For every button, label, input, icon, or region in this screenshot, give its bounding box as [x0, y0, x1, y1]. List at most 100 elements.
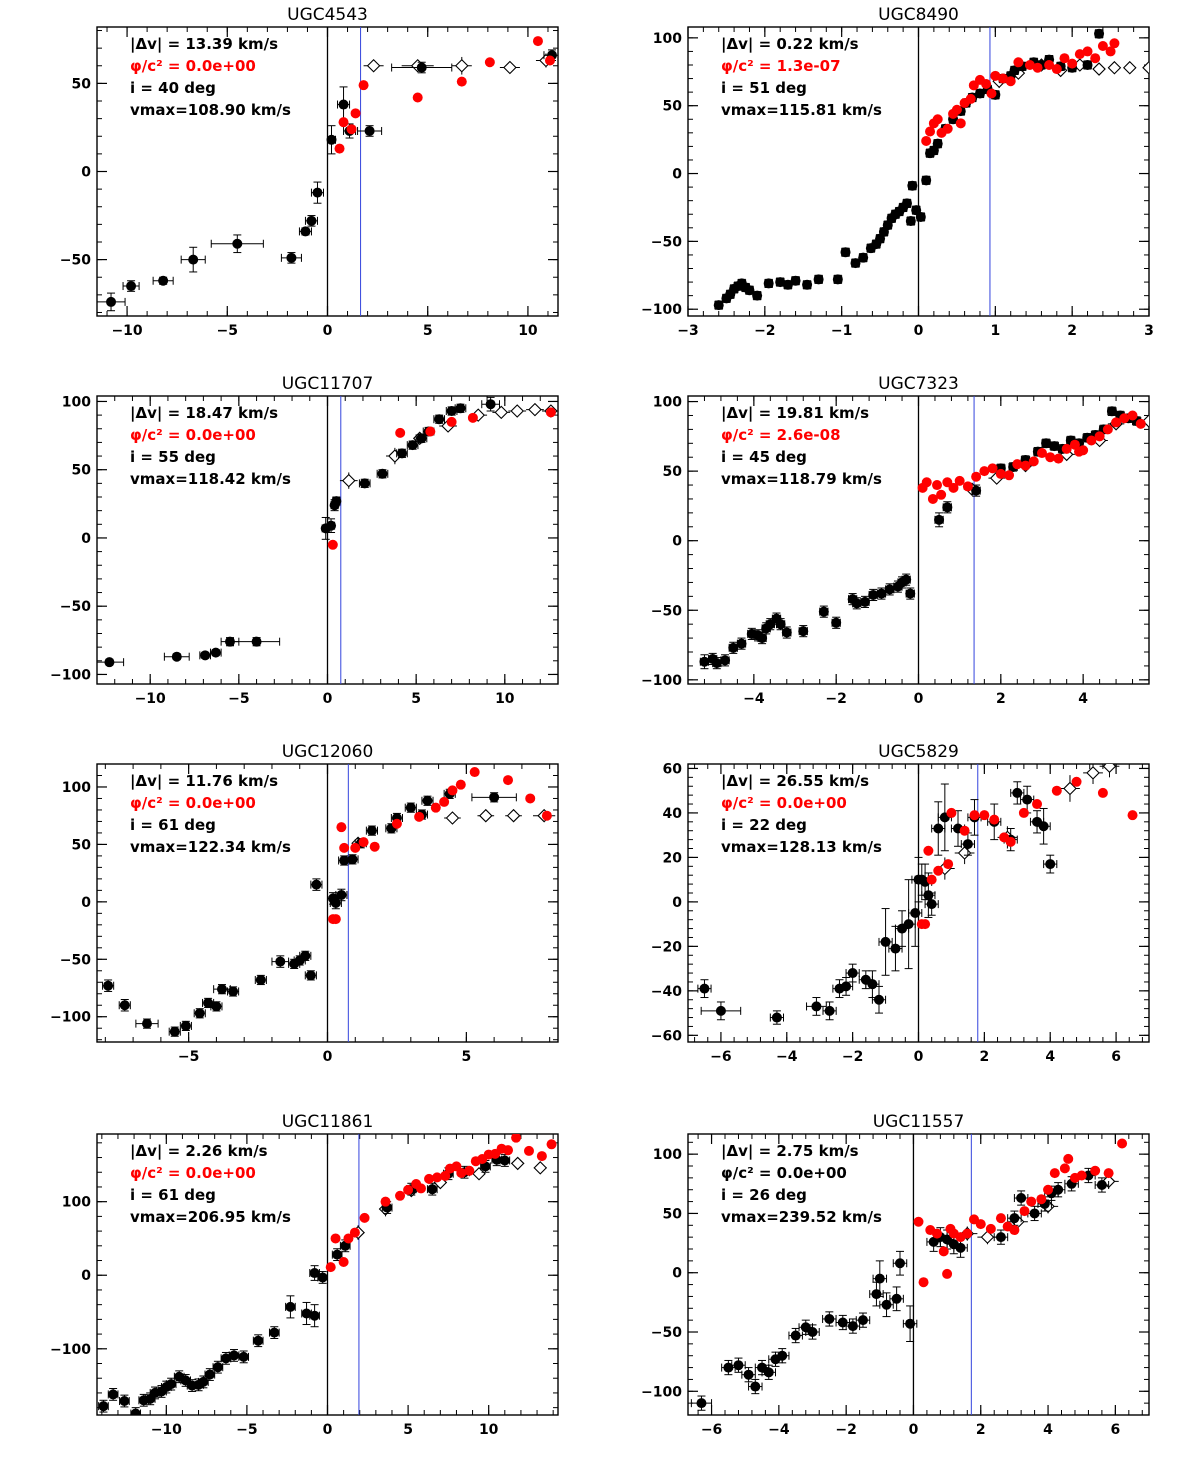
black-point — [894, 1258, 905, 1269]
black-point — [841, 981, 852, 992]
y-tick-label: −50 — [651, 603, 682, 619]
black-point — [915, 211, 926, 222]
black-point — [777, 1350, 788, 1361]
red-point — [415, 1183, 426, 1194]
red-point — [456, 76, 467, 87]
red-point — [979, 466, 990, 477]
x-tick-label: 4 — [1045, 1049, 1055, 1065]
red-point — [1026, 1196, 1037, 1207]
red-point — [1103, 1168, 1114, 1179]
black-point — [275, 956, 286, 967]
open-diamond-point — [528, 402, 542, 417]
black-point — [238, 1351, 249, 1362]
panel-title: UGC4543 — [287, 5, 368, 25]
black-point — [416, 62, 427, 73]
red-point — [339, 842, 350, 853]
y-tick-label: 50 — [72, 76, 92, 92]
black-point — [309, 1310, 320, 1321]
black-point — [1096, 1179, 1107, 1190]
red-point — [1082, 46, 1093, 57]
red-point — [467, 412, 478, 423]
x-tick-label: 10 — [518, 323, 538, 339]
y-tick-label: 100 — [62, 1195, 91, 1211]
data-marks — [690, 1138, 1128, 1411]
black-point — [720, 655, 731, 666]
black-point — [736, 638, 747, 649]
y-tick-label: 0 — [672, 534, 682, 550]
black-point — [874, 1273, 885, 1284]
x-tick-label: 0 — [909, 1422, 919, 1438]
red-point — [932, 480, 943, 491]
x-tick-label: 10 — [479, 1422, 499, 1438]
red-point — [346, 124, 357, 135]
black-point — [934, 514, 945, 525]
red-point — [932, 1228, 943, 1239]
red-point — [942, 123, 953, 134]
annotation-delta-v: |Δv| = 18.47 km/s — [130, 404, 278, 423]
red-point — [962, 481, 973, 492]
black-point — [905, 1318, 916, 1329]
black-point — [211, 1001, 222, 1012]
red-point — [933, 865, 944, 876]
red-point — [358, 80, 369, 91]
red-point — [979, 810, 990, 821]
red-point — [349, 1227, 360, 1238]
y-tick-label: −20 — [651, 939, 682, 955]
open-diamond-point — [1086, 766, 1100, 780]
red-point — [1063, 1153, 1074, 1164]
red-point — [430, 802, 441, 813]
y-tick-label: 0 — [81, 1268, 91, 1284]
black-point — [847, 968, 858, 979]
black-point — [396, 448, 407, 459]
black-point — [364, 125, 375, 136]
red-point — [1111, 417, 1122, 428]
red-point — [981, 78, 992, 89]
open-diamond-point — [341, 473, 356, 488]
x-tick-label: −2 — [825, 691, 846, 707]
red-point — [1090, 53, 1101, 64]
x-tick-label: 1 — [990, 323, 1000, 339]
black-point — [253, 1335, 264, 1346]
x-tick-label: −5 — [228, 691, 249, 707]
black-point — [832, 274, 843, 285]
red-point — [380, 1196, 391, 1207]
black-point — [251, 636, 262, 647]
black-point — [286, 252, 297, 263]
black-point — [962, 839, 973, 850]
red-point — [455, 779, 466, 790]
x-tick-label: −6 — [701, 1422, 722, 1438]
black-point — [434, 414, 445, 425]
red-point — [1020, 460, 1031, 471]
red-point — [998, 73, 1009, 84]
red-point — [1127, 810, 1138, 821]
red-point — [921, 135, 932, 146]
red-point — [1043, 1184, 1054, 1195]
black-point — [859, 596, 870, 607]
red-point — [338, 1256, 349, 1267]
black-point — [1106, 406, 1117, 417]
annotation-inclination: i = 61 deg — [130, 816, 216, 834]
x-tick-label: 4 — [1078, 691, 1088, 707]
black-point — [366, 825, 377, 836]
red-point — [985, 1223, 996, 1234]
black-point — [798, 626, 809, 637]
red-point — [1045, 452, 1056, 463]
black-point — [932, 138, 943, 149]
black-point — [1041, 438, 1052, 449]
red-point — [1102, 424, 1113, 435]
black-point — [903, 919, 914, 930]
black-point — [489, 792, 500, 803]
open-diamond-point — [366, 58, 381, 73]
red-point — [1018, 807, 1029, 818]
red-point — [1119, 413, 1130, 424]
y-tick-label: −40 — [651, 984, 682, 1000]
black-point — [126, 281, 137, 292]
black-point — [336, 889, 347, 900]
open-diamond-point — [1063, 781, 1077, 796]
black-point — [331, 496, 342, 507]
red-point — [325, 1262, 336, 1273]
open-diamond-point — [445, 811, 460, 825]
black-point — [306, 215, 317, 226]
